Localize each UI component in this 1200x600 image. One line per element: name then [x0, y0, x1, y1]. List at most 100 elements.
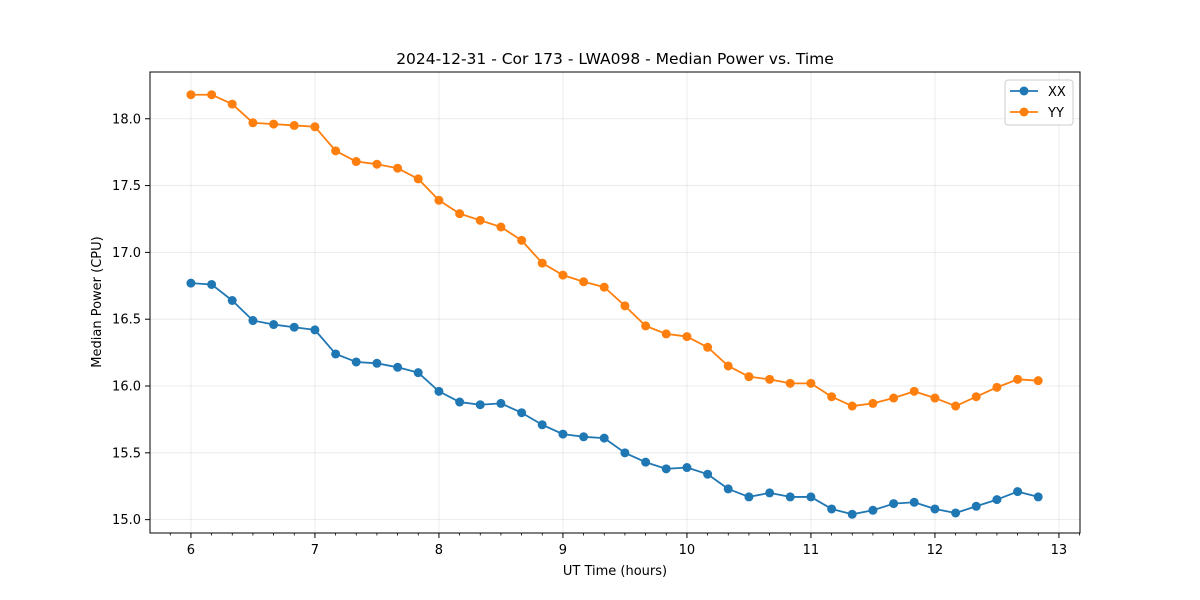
data-point-xx — [558, 429, 568, 439]
data-point-yy — [806, 378, 816, 388]
data-point-yy — [393, 163, 403, 173]
data-point-xx — [517, 408, 527, 418]
y-tick-label: 15.5 — [112, 446, 141, 461]
y-axis: 15.0 15.5 16.0 16.5 17.0 17.5 18.0 — [112, 112, 150, 528]
data-point-xx — [868, 505, 878, 515]
x-tick-label: 6 — [187, 543, 195, 558]
data-point-xx — [248, 316, 258, 326]
data-point-yy — [579, 277, 589, 287]
data-point-yy — [744, 372, 754, 382]
data-point-yy — [248, 118, 258, 128]
data-point-yy — [455, 209, 465, 219]
data-point-xx — [930, 504, 940, 514]
y-tick-label: 18.0 — [112, 112, 141, 127]
data-point-xx — [992, 495, 1002, 505]
data-point-yy — [372, 159, 382, 169]
x-tick-label: 7 — [311, 543, 319, 558]
data-point-xx — [703, 469, 713, 479]
data-point-yy — [289, 120, 299, 130]
data-point-yy — [517, 235, 527, 245]
data-point-xx — [889, 499, 899, 509]
data-point-yy — [475, 215, 485, 225]
data-point-xx — [641, 457, 651, 467]
x-tick-label: 11 — [803, 543, 820, 558]
y-tick-label: 17.5 — [112, 179, 141, 194]
data-point-xx — [806, 492, 816, 502]
data-point-yy — [413, 174, 423, 184]
data-point-xx — [951, 508, 961, 518]
data-point-yy — [537, 258, 547, 268]
data-point-yy — [641, 321, 651, 331]
y-tick-label: 17.0 — [112, 246, 141, 261]
x-axis-label: UT Time (hours) — [563, 564, 667, 579]
legend-label-yy: YY — [1047, 106, 1064, 121]
data-point-xx — [827, 504, 837, 514]
data-point-xx — [372, 358, 382, 368]
legend-label-xx: XX — [1048, 85, 1066, 100]
x-tick-label: 10 — [679, 543, 696, 558]
data-point-yy — [1013, 374, 1023, 384]
data-point-yy — [227, 99, 237, 109]
data-point-yy — [847, 401, 857, 411]
data-point-xx — [723, 484, 733, 494]
data-point-yy — [971, 392, 981, 402]
legend-marker-yy — [1019, 107, 1029, 117]
data-point-yy — [207, 90, 217, 100]
data-point-xx — [744, 492, 754, 502]
x-tick-label: 13 — [1051, 543, 1068, 558]
legend-marker-xx — [1019, 86, 1029, 96]
data-point-yy — [930, 393, 940, 403]
data-point-yy — [765, 374, 775, 384]
x-tick-label: 8 — [435, 543, 443, 558]
data-point-yy — [599, 282, 609, 292]
x-tick-label: 9 — [559, 543, 567, 558]
data-point-xx — [227, 295, 237, 305]
data-point-xx — [413, 368, 423, 378]
data-point-xx — [496, 398, 506, 408]
data-point-yy — [889, 393, 899, 403]
x-axis: 6 7 8 9 10 11 12 13 — [169, 533, 1080, 558]
data-point-yy — [269, 119, 279, 129]
data-point-xx — [765, 488, 775, 498]
data-point-yy — [723, 361, 733, 371]
data-point-yy — [992, 382, 1002, 392]
data-point-xx — [909, 497, 919, 507]
legend: XX YY — [1004, 79, 1074, 126]
data-point-xx — [434, 386, 444, 396]
series-yy — [186, 90, 1043, 411]
data-point-yy — [310, 122, 320, 132]
data-point-xx — [599, 433, 609, 443]
data-point-xx — [971, 501, 981, 511]
data-point-yy — [620, 301, 630, 311]
y-tick-label: 15.0 — [112, 513, 141, 528]
data-point-yy — [827, 392, 837, 402]
data-point-yy — [868, 398, 878, 408]
y-axis-label: Median Power (CPU) — [90, 236, 105, 367]
data-point-yy — [558, 270, 568, 280]
data-point-xx — [620, 448, 630, 458]
data-point-yy — [331, 146, 341, 156]
data-point-xx — [310, 325, 320, 335]
chart-title: 2024-12-31 - Cor 173 - LWA098 - Median P… — [396, 50, 834, 68]
data-point-yy — [951, 401, 961, 411]
series-xx — [186, 278, 1043, 519]
data-point-yy — [496, 222, 506, 232]
data-point-xx — [351, 357, 361, 367]
x-tick-label: 12 — [927, 543, 944, 558]
data-point-xx — [785, 492, 795, 502]
data-point-xx — [186, 278, 196, 288]
data-point-yy — [785, 378, 795, 388]
data-point-xx — [682, 463, 692, 473]
data-point-xx — [1013, 487, 1023, 497]
y-tick-label: 16.5 — [112, 313, 141, 328]
data-point-xx — [207, 279, 217, 289]
data-point-xx — [393, 362, 403, 372]
grid-lines — [150, 72, 1080, 533]
data-point-xx — [847, 509, 857, 519]
data-point-yy — [909, 386, 919, 396]
data-point-yy — [661, 329, 671, 339]
data-point-xx — [579, 432, 589, 442]
data-point-xx — [537, 420, 547, 430]
data-point-xx — [661, 464, 671, 474]
